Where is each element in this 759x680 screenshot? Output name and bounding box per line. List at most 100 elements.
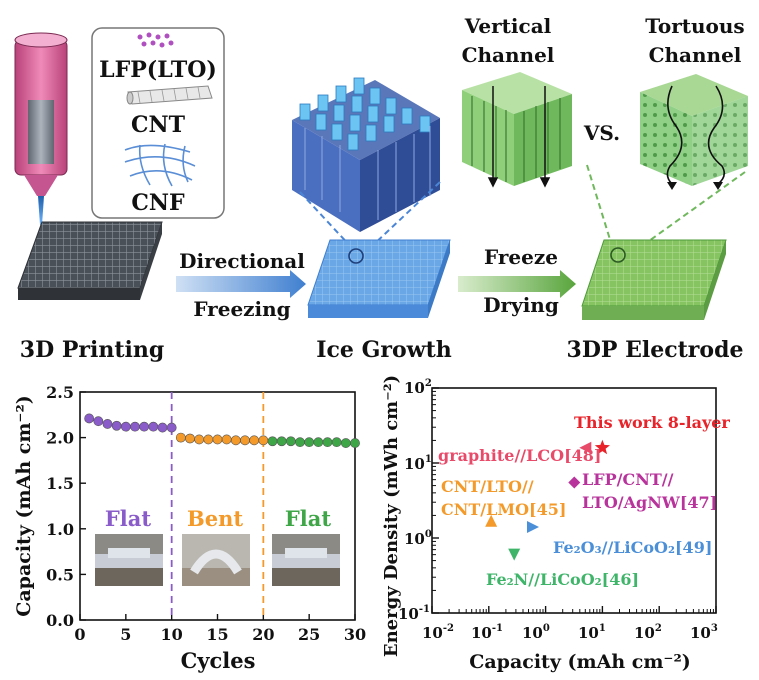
right-ytick-0_1: 10-1 xyxy=(398,604,430,623)
right-xtick-1000: 103 xyxy=(690,623,718,642)
freeze-label: Freeze xyxy=(484,245,558,269)
energy-point xyxy=(485,514,498,527)
capacity-point xyxy=(203,434,214,445)
energy-point xyxy=(526,521,539,534)
left-xtick-label: 20 xyxy=(252,625,274,644)
photo-bent xyxy=(182,534,250,586)
lfp-label: LFP(LTO) xyxy=(99,57,217,83)
step-electrode: 3DP Electrode xyxy=(567,337,744,363)
capacity-point xyxy=(194,434,205,445)
left-ytick-label: 0.5 xyxy=(46,565,74,584)
energy-point xyxy=(594,439,610,455)
capacity-point xyxy=(276,436,287,447)
right-xtick-0_01: 10-2 xyxy=(422,623,454,642)
step-printing: 3D Printing xyxy=(20,337,164,363)
region-label-flat-1: Flat xyxy=(105,506,151,531)
freezing-arrow-icon xyxy=(176,270,306,298)
capacity-point xyxy=(285,436,296,447)
capacity-point xyxy=(240,435,250,446)
annot-this-work: This work 8-layer xyxy=(574,413,730,432)
left-ytick-label: 1.0 xyxy=(46,520,74,539)
energy-point xyxy=(579,441,592,454)
vs-label: VS. xyxy=(583,121,620,145)
capacity-point xyxy=(295,437,305,448)
capacity-point xyxy=(102,419,113,429)
cnf-label: CNF xyxy=(131,190,185,216)
energy-density-chart: Energy Density (mWh cm⁻²) Capacity (mAh … xyxy=(381,375,730,673)
capacity-point xyxy=(221,434,232,445)
left-xtick-label: 15 xyxy=(206,625,228,644)
capacity-point xyxy=(148,421,159,432)
freezing-label: Freezing xyxy=(193,297,290,321)
left-xtick-label: 0 xyxy=(74,625,85,644)
photo-flat-1 xyxy=(95,534,163,586)
capacity-point xyxy=(175,432,186,443)
capacity-point xyxy=(166,422,177,433)
energy-point xyxy=(568,476,581,489)
capacity-point xyxy=(313,437,324,448)
energy-point xyxy=(508,548,521,561)
capacity-point xyxy=(258,435,269,446)
zoom-line-green-right xyxy=(641,171,746,247)
cnf-network-icon xyxy=(124,143,196,187)
capacity-point xyxy=(120,421,131,432)
capacity-cycles-chart: Capacity (mAh cm⁻²) Cycles 0 5 10 15 20 25 30 0… xyxy=(13,383,366,673)
left-xtick-label: 10 xyxy=(161,625,183,644)
capacity-point xyxy=(322,437,333,448)
zoom-line-left xyxy=(299,191,353,249)
cnt-tube-icon xyxy=(126,85,213,105)
printed-lattice xyxy=(17,221,163,300)
right-ytick-10: 101 xyxy=(404,454,432,473)
capacity-point xyxy=(331,437,342,448)
step-ice: Ice Growth xyxy=(316,337,452,363)
right-xtick-100: 102 xyxy=(634,623,662,642)
right-xtick-10: 101 xyxy=(578,623,606,642)
directional-label: Directional xyxy=(179,249,305,273)
right-ylabel: Energy Density (mWh cm⁻²) xyxy=(381,375,402,657)
ice-columns-icon xyxy=(292,77,440,232)
annot-fe2o3: Fe₂O₃//LiCoO₂[49] xyxy=(553,538,712,557)
capacity-point xyxy=(139,421,150,432)
annot-lfp-1: LFP/CNT// xyxy=(582,470,674,489)
left-ytick-label: 0.0 xyxy=(46,611,74,630)
cnt-label: CNT xyxy=(131,112,186,138)
capacity-point xyxy=(157,422,168,433)
capacity-point xyxy=(93,416,104,427)
capacity-point xyxy=(350,438,360,448)
materials-box: LFP(LTO) CNT CNF xyxy=(91,27,225,219)
tortuous-label-2: Channel xyxy=(649,43,742,67)
drying-arrow-icon xyxy=(458,270,576,298)
capacity-point xyxy=(230,435,241,446)
annot-fe2n: Fe₂N//LiCoO₂[46] xyxy=(486,570,639,589)
capacity-point xyxy=(185,433,195,444)
capacity-point xyxy=(249,435,260,446)
photo-flat-2 xyxy=(272,534,340,586)
capacity-point xyxy=(267,436,278,447)
right-plot-frame xyxy=(431,387,717,614)
annot-graphite: graphite//LCO[48] xyxy=(438,446,601,465)
annot-cnt-1: CNT/LTO// xyxy=(441,477,534,496)
right-xtick-0_1: 10-1 xyxy=(471,623,503,642)
capacity-point xyxy=(84,413,95,424)
right-ytick-1: 100 xyxy=(404,529,432,548)
left-xlabel: Cycles xyxy=(181,648,256,673)
right-xtick-1: 100 xyxy=(522,623,550,642)
capacity-point xyxy=(130,421,140,432)
left-ytick-label: 1.5 xyxy=(46,474,74,493)
left-xtick-label: 5 xyxy=(120,625,131,644)
drying-label: Drying xyxy=(483,293,559,317)
left-ytick-label: 2.0 xyxy=(46,429,74,448)
vertical-channel-icon xyxy=(462,72,572,188)
zoom-line-green-left xyxy=(586,164,613,247)
region-label-bent: Bent xyxy=(187,506,243,531)
tortuous-channel-icon xyxy=(640,74,748,190)
left-ylabel: Capacity (mAh cm⁻²) xyxy=(13,395,35,617)
capacity-point xyxy=(304,437,315,448)
lfp-particles-icon xyxy=(137,32,174,48)
syringe-icon xyxy=(14,32,68,225)
annot-cnt-2: CNT/LMO[45] xyxy=(441,500,566,519)
electrode-lattice xyxy=(581,239,727,320)
tortuous-label-1: Tortuous xyxy=(645,14,744,38)
